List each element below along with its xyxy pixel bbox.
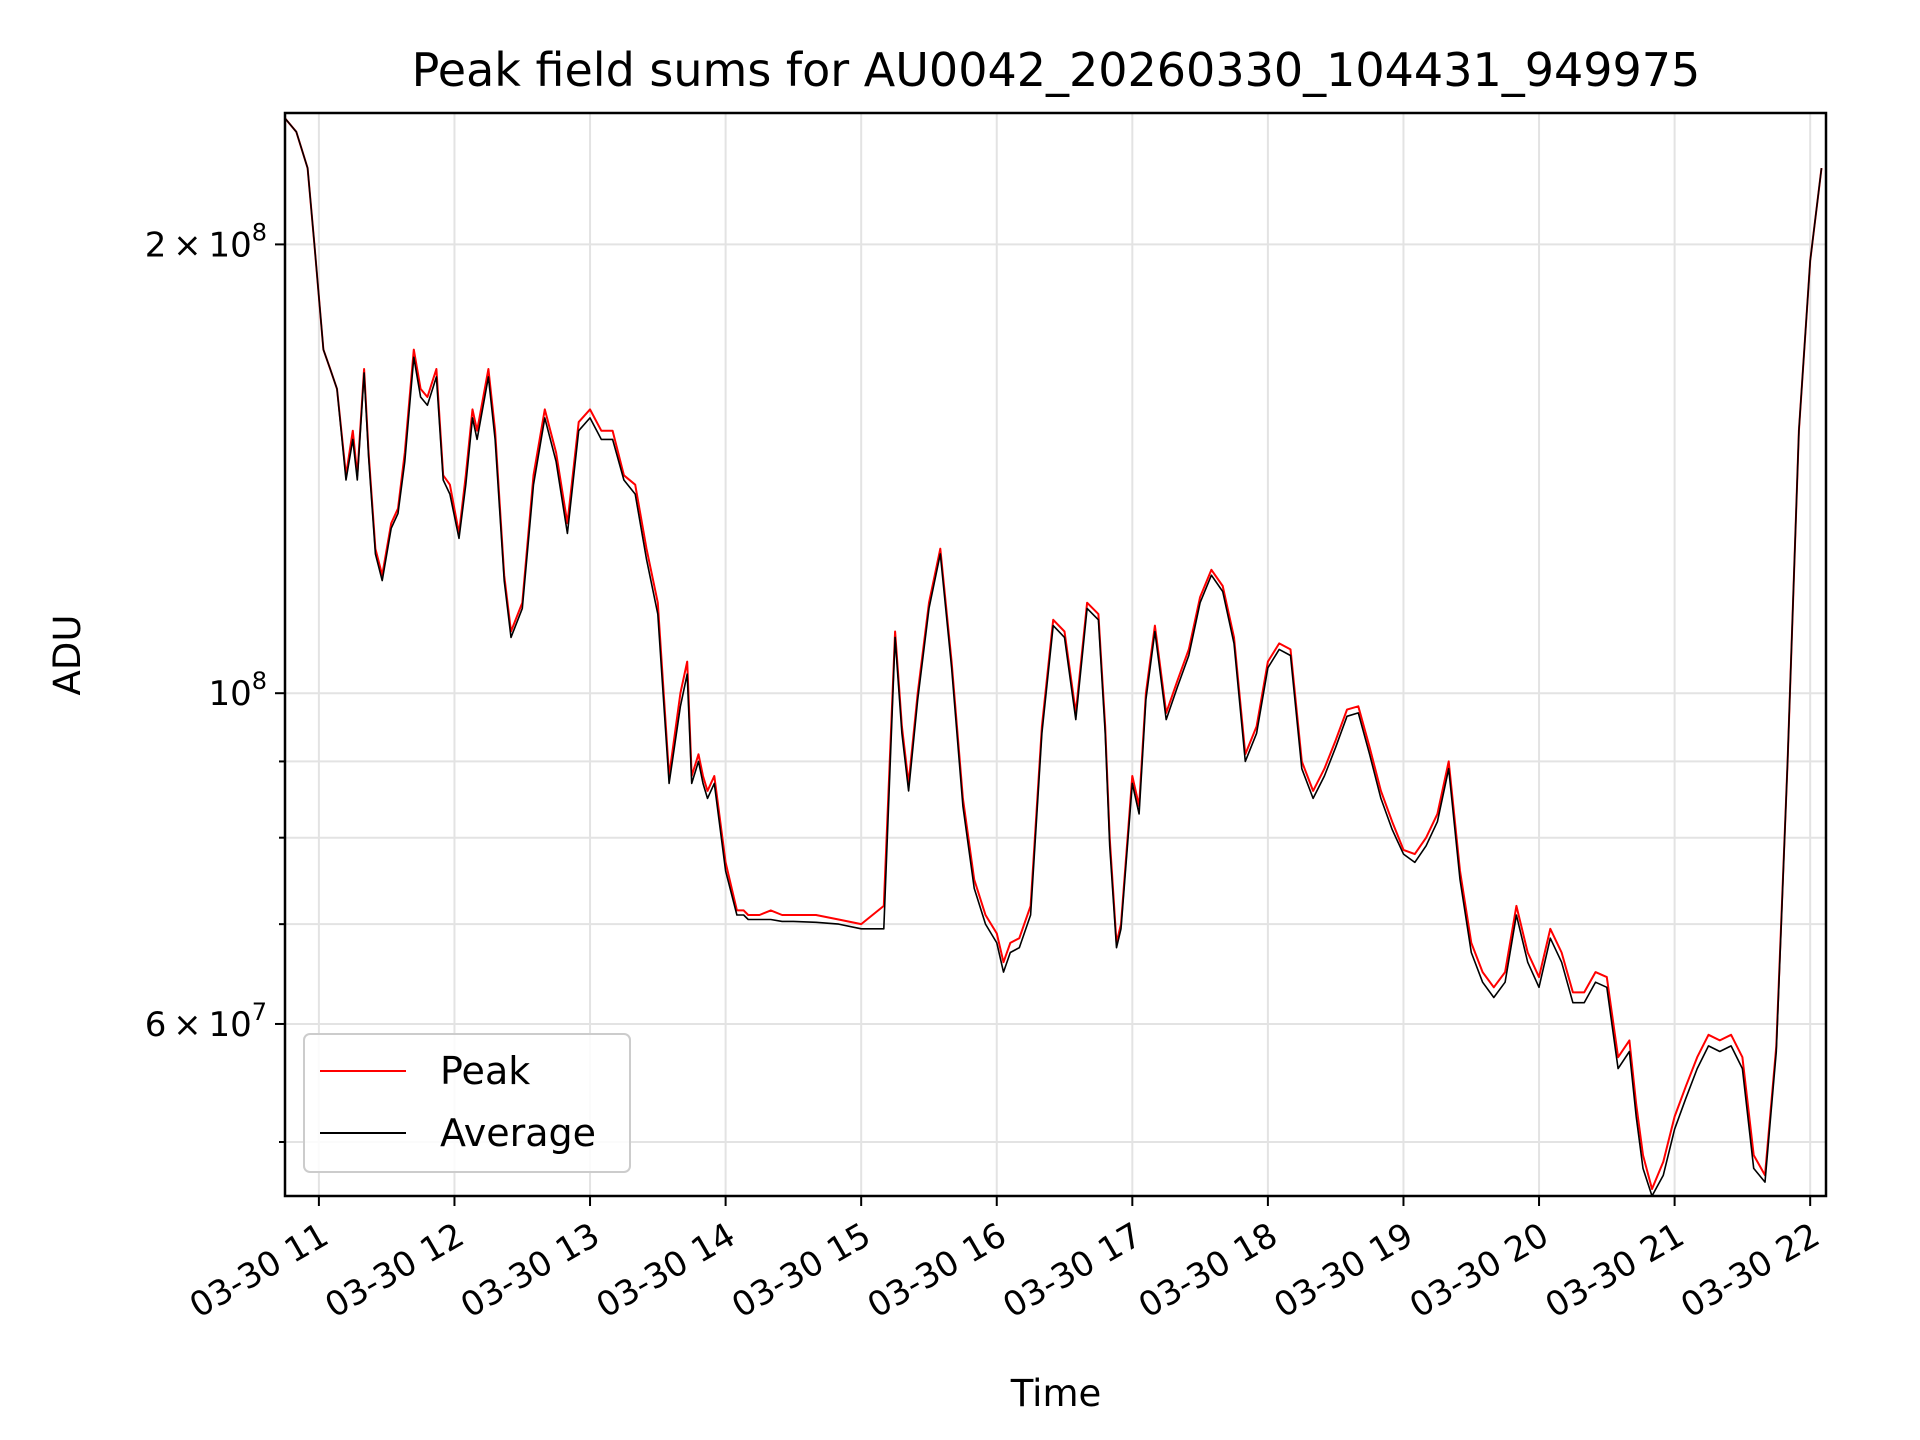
legend: Peak Average [303, 1033, 631, 1173]
x-tick-label: 03-30 17 [996, 1215, 1148, 1326]
legend-label-average: Average [440, 1111, 596, 1155]
y-axis-label: ADU [46, 615, 89, 696]
x-tick-label: 03-30 16 [861, 1215, 1013, 1326]
y-tick-label: 6 × 107 [145, 998, 267, 1045]
series-line-peak [285, 117, 1823, 1190]
chart-title: Peak field sums for AU0042_20260330_1044… [412, 43, 1701, 97]
legend-label-peak: Peak [440, 1049, 530, 1093]
x-tick-label: 03-30 11 [183, 1215, 335, 1326]
y-axis-ticks: 2 × 108 108 6 × 107 [145, 218, 285, 1144]
x-tick-label: 03-30 21 [1539, 1215, 1691, 1326]
x-tick-label: 03-30 18 [1132, 1215, 1284, 1326]
x-tick-label: 03-30 19 [1268, 1215, 1420, 1326]
y-tick-label: 2 × 108 [145, 218, 267, 265]
x-tick-label: 03-30 15 [725, 1215, 877, 1326]
x-tick-label: 03-30 22 [1674, 1215, 1826, 1326]
x-tick-label: 03-30 14 [590, 1215, 742, 1326]
x-tick-label: 03-30 12 [319, 1215, 471, 1326]
y-tick-label: 108 [208, 667, 267, 714]
x-axis-label: Time [1010, 1372, 1102, 1415]
plot-frame [283, 111, 1828, 1198]
series-line-average [285, 117, 1823, 1196]
plot-series [285, 117, 1823, 1196]
legend-box [303, 1033, 631, 1173]
x-tick-label: 03-30 13 [454, 1215, 606, 1326]
grid-lines [285, 113, 1826, 1196]
x-tick-label: 03-30 20 [1403, 1215, 1555, 1326]
